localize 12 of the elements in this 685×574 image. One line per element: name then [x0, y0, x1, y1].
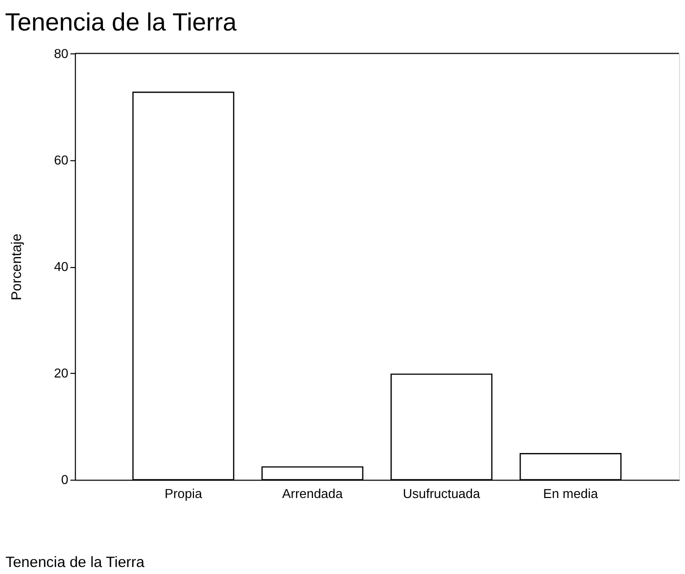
y-axis-title: Porcentaje: [8, 233, 24, 300]
x-tick-label: En media: [543, 486, 599, 502]
y-tick-label: 0: [61, 472, 68, 488]
x-axis-title: Tenencia de la Tierra: [5, 554, 146, 572]
y-tick-label: 20: [54, 366, 68, 381]
y-tick-label: 40: [54, 259, 68, 274]
y-tick-label: 60: [54, 152, 68, 168]
x-tick-label: Arrendada: [282, 486, 344, 502]
x-tick-label: Propia: [164, 486, 203, 502]
x-tick-label: Usufructuada: [402, 486, 481, 502]
chart-title: Tenencia de la Tierra: [4, 8, 237, 36]
y-tick-label: 80: [54, 46, 68, 61]
